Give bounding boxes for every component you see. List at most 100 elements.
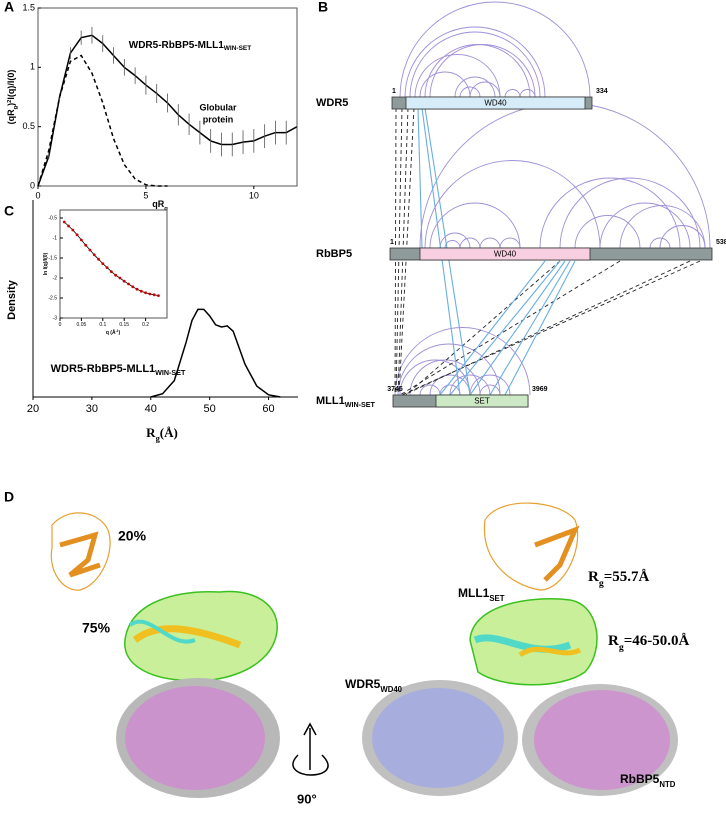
y-axis-label: Density xyxy=(6,279,18,320)
ribbon xyxy=(50,512,111,591)
rg-label-part: =46-50.0Å xyxy=(624,633,690,649)
y-axis-label-part: g xyxy=(13,105,19,109)
data-point xyxy=(92,253,96,257)
y-axis-label: (qRg)2I(q)/I(0) xyxy=(6,70,18,125)
ribbon xyxy=(128,619,196,644)
structure-label: 75% xyxy=(82,620,111,636)
residue-start: 3745 xyxy=(387,386,403,393)
x-tick-label: 5 xyxy=(143,190,148,200)
x-tick-label: 10 xyxy=(249,190,259,200)
x-tick-label: 0 xyxy=(35,190,40,200)
x-axis-label-part: R xyxy=(146,425,156,440)
domain xyxy=(435,394,529,408)
x-axis-label-part: (Å) xyxy=(160,425,178,440)
structure-label-part: NTD xyxy=(659,780,675,789)
protein-name: RbBP5 xyxy=(316,248,352,260)
rg-label-part: g xyxy=(619,642,624,653)
x-tick-label: 0.05 xyxy=(77,322,87,328)
ribbon xyxy=(534,690,670,790)
ribbon xyxy=(372,688,504,788)
structure-label: 20% xyxy=(118,528,147,544)
crosslink-arc xyxy=(429,44,536,98)
data-point xyxy=(88,248,92,252)
crosslink-arc xyxy=(599,202,691,249)
chart-title: WDR5-RbBP5-MLL1WIN-SET xyxy=(129,40,251,53)
y-tick-label: -1.5 xyxy=(48,255,57,261)
structure-label-part: RbBP5 xyxy=(620,772,660,786)
arrow xyxy=(292,754,329,776)
protein-name: WDR5 xyxy=(316,97,348,109)
crosslink-arc xyxy=(454,76,496,98)
structure-label: MLL1SET xyxy=(458,586,505,602)
crosslink xyxy=(403,260,691,396)
crosslink xyxy=(417,107,423,249)
crosslink-arc xyxy=(414,54,501,98)
crosslink-arc xyxy=(559,177,701,249)
crosslink-arc xyxy=(449,374,491,396)
crosslink-arc xyxy=(469,374,511,396)
plot-frame xyxy=(59,209,168,319)
crosslink-arc xyxy=(619,205,706,249)
panel-letter: A xyxy=(4,0,14,15)
data-point xyxy=(127,282,130,286)
data-point xyxy=(101,262,105,265)
rg-label-part: R xyxy=(588,569,599,585)
domain xyxy=(419,247,591,261)
y-tick-label: -0.5 xyxy=(48,215,57,221)
crosslink-arc xyxy=(539,177,681,249)
rg-label: Rg=55.7Å xyxy=(588,569,650,588)
data-point xyxy=(62,220,66,224)
data-point xyxy=(157,294,160,297)
chart-title-part: WDR5-RbBP5-MLL1 xyxy=(51,363,156,375)
y-tick-label: -1 xyxy=(53,235,58,241)
crosslink-arc xyxy=(419,384,441,396)
crosslink xyxy=(439,260,546,396)
ribbon xyxy=(469,598,598,686)
data-point xyxy=(152,293,156,297)
data-point xyxy=(105,266,109,269)
crosslink xyxy=(405,260,561,396)
x-axis-label: q (Å-1) xyxy=(106,329,121,336)
crosslink-arc xyxy=(649,237,671,249)
structure-label-part: WDR5 xyxy=(345,677,381,691)
y-tick-label: 0 xyxy=(30,180,35,190)
y-tick-label: -3 xyxy=(53,315,58,321)
structure-label-part: SET xyxy=(489,594,504,603)
crosslink-arc xyxy=(404,26,546,98)
y-tick-label: -2 xyxy=(53,275,58,281)
structure-label-part: MLL1 xyxy=(458,586,490,600)
crosslink-arc xyxy=(439,232,471,249)
crosslink-arc xyxy=(397,343,501,396)
crosslink-arc xyxy=(574,215,641,249)
x-tick-label: 0.1 xyxy=(99,322,106,328)
crosslink xyxy=(489,260,571,396)
data-point xyxy=(71,228,75,232)
chart-title-part: WIN-SET xyxy=(155,369,186,377)
crosslink-arc xyxy=(479,384,501,396)
y-axis-label-part: 2 xyxy=(7,99,13,103)
crosslink-arc xyxy=(394,327,531,396)
x-tick-label: 60 xyxy=(262,403,274,415)
structure-label: 90° xyxy=(297,791,317,806)
data-line xyxy=(37,54,168,187)
crosslink-arc xyxy=(659,225,706,249)
ribbon xyxy=(132,625,242,649)
domain-label: WD40 xyxy=(494,250,517,259)
residue-end: 334 xyxy=(596,88,608,95)
x-tick-label: 20 xyxy=(27,403,39,415)
x-axis-label-part: -1 xyxy=(116,329,119,333)
x-axis-label: qRg xyxy=(152,199,168,211)
crosslink-arc xyxy=(479,237,501,249)
data-point xyxy=(122,279,126,283)
chart-title: WDR5-RbBP5-MLL1WIN-SET xyxy=(51,363,186,377)
data-point xyxy=(97,257,100,261)
domain-label: SET xyxy=(474,397,490,406)
annotation: Globular xyxy=(199,102,236,112)
y-axis-label-part: I(q)/I(0) xyxy=(6,70,16,100)
y-axis-label-part: ) xyxy=(6,103,16,106)
protein-name-part: MLL1 xyxy=(316,395,345,407)
crosslink-arc xyxy=(504,89,521,98)
ribbon xyxy=(518,646,582,658)
protein-name-part: RbBP5 xyxy=(316,248,352,260)
data-point xyxy=(114,273,118,277)
